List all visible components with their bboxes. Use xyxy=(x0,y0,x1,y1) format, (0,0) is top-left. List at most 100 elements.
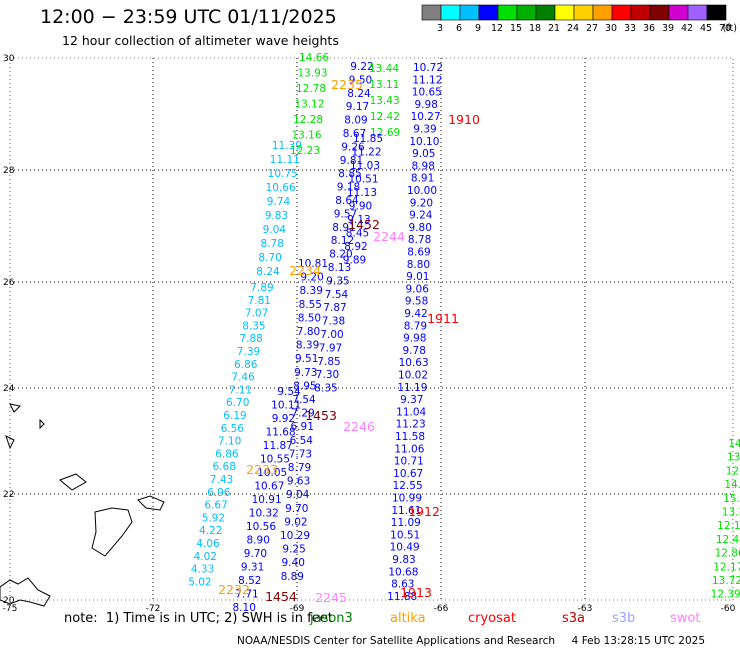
wave-height-value: 13.72 xyxy=(712,575,740,587)
scale-label: 36 xyxy=(643,23,655,34)
scale-label: 12 xyxy=(491,23,503,34)
wave-height-value: 8.35 xyxy=(314,383,337,395)
wave-height-value: 11.22 xyxy=(351,147,381,159)
wave-height-value: 10.32 xyxy=(249,508,279,520)
pass-time-label: 1453 xyxy=(305,408,337,423)
pass-time-label: 1452 xyxy=(348,217,380,232)
color-swatch xyxy=(630,4,651,21)
wave-height-value: 6.67 xyxy=(204,500,227,512)
wave-height-value: 10.51 xyxy=(390,529,420,541)
color-swatch xyxy=(649,4,670,21)
wave-height-value: 7.30 xyxy=(316,369,339,381)
wave-height-value: 6.91 xyxy=(291,421,314,433)
wave-height-value: 13.43 xyxy=(370,95,400,107)
wave-height-value: 8.20 xyxy=(329,249,352,261)
wave-height-value: 11.04 xyxy=(396,406,426,418)
wave-height-value: 4.06 xyxy=(196,538,220,550)
wave-height-value: 8.92 xyxy=(344,241,367,253)
wave-height-value: 10.02 xyxy=(398,370,428,382)
scale-label: 30 xyxy=(605,23,617,34)
wave-height-value: 9.20 xyxy=(410,197,433,209)
wave-height-value: 8.98 xyxy=(412,160,435,172)
longitude-label: -66 xyxy=(434,604,449,614)
wave-height-value: 14.6 xyxy=(724,479,740,491)
wave-height-value: 10.27 xyxy=(411,111,441,123)
pass-time-label: 1912 xyxy=(408,504,440,519)
wave-height-value: 8.69 xyxy=(407,247,430,259)
scale-label: 21 xyxy=(548,23,560,34)
puerto-rico-outline xyxy=(91,507,133,557)
wave-height-value: 12.28 xyxy=(293,114,323,126)
wave-height-value: 8.39 xyxy=(296,340,319,352)
wave-height-value: 8.95 xyxy=(293,380,316,392)
wave-height-value: 9.02 xyxy=(284,516,307,528)
wave-height-value: 10.91 xyxy=(252,494,282,506)
wave-height-value: 10.51 xyxy=(348,174,378,186)
wave-height-value: 7.11 xyxy=(229,384,252,396)
wave-height-value: 8.10 xyxy=(233,602,256,614)
chart-title: 12:00 − 23:59 UTC 01/11/2025 xyxy=(40,6,337,28)
color-swatch xyxy=(459,4,480,21)
wave-height-value: 8.70 xyxy=(258,252,281,264)
wave-height-value: 10.99 xyxy=(392,493,422,505)
wave-height-value: 7.88 xyxy=(240,333,263,345)
wave-height-value: 11.39 xyxy=(272,140,302,152)
scale-label: 6 xyxy=(456,23,462,34)
wave-height-value: 9.22 xyxy=(350,61,373,73)
satellite-cryosat: cryosat xyxy=(468,611,516,626)
wave-height-value: 9.35 xyxy=(326,275,349,287)
wave-height-value: 8.13 xyxy=(328,262,351,274)
wave-height-value: 9.31 xyxy=(241,562,264,574)
wave-height-value: 10.00 xyxy=(407,185,437,197)
color-swatch xyxy=(668,4,689,21)
wave-height-value: 9.54 xyxy=(277,386,301,398)
satellite-s3a: s3a xyxy=(562,611,586,626)
wave-height-value: 8.12 xyxy=(331,235,354,247)
wave-height-value: 13.3 xyxy=(722,507,740,519)
map-grid: -75 -72 -69 -66 -63 -60 30 28 26 24 22 20 xyxy=(3,54,736,614)
wave-height-value: 9.06 xyxy=(406,283,430,295)
satellite-s3b: s3b xyxy=(612,611,636,626)
wave-height-value: 9.17 xyxy=(346,101,369,113)
wave-height-value: 10.63 xyxy=(399,357,429,369)
wave-height-value: 9.05 xyxy=(412,148,435,160)
wave-height-value: 9.57 xyxy=(334,208,357,220)
wave-height-value: 9.98 xyxy=(403,333,426,345)
color-scale-bar: 3 6 9 12 15 18 21 24 27 30 33 36 39 42 45 70(ft) xyxy=(421,4,737,34)
wave-height-value: 10.05 xyxy=(257,467,287,479)
wave-height-value: 10.49 xyxy=(390,542,420,554)
wave-height-value: 8.78 xyxy=(261,238,284,250)
scale-label: 39 xyxy=(662,23,674,34)
wave-height-value: 12.55 xyxy=(393,480,423,492)
scale-unit: (ft) xyxy=(723,23,737,34)
wave-height-value: 6.96 xyxy=(207,487,231,499)
wave-height-value: 6.86 xyxy=(234,359,258,371)
pass-time-label: 2244 xyxy=(373,229,405,244)
wave-height-value: 11.23 xyxy=(396,419,426,431)
wave-height-value: 12.0 xyxy=(726,465,740,477)
wave-height-value: 8.24 xyxy=(347,88,371,100)
wave-height-value: 6.86 xyxy=(215,448,239,460)
scale-label: 15 xyxy=(510,23,522,34)
wave-height-value: 12.17 xyxy=(713,561,740,573)
island-outline-1 xyxy=(137,495,165,511)
longitude-label: -75 xyxy=(3,604,18,614)
wave-height-value: 10.65 xyxy=(412,87,442,99)
scale-label: 42 xyxy=(681,23,693,34)
wave-height-value: 9.50 xyxy=(349,74,372,86)
wave-height-value: 8.39 xyxy=(300,285,323,297)
wave-height-value: 9.78 xyxy=(403,345,426,357)
color-swatch xyxy=(573,4,594,21)
wave-height-value: 8.91 xyxy=(332,222,355,234)
pass-time-label: 2234 xyxy=(289,263,321,278)
wave-height-value: 9.81 xyxy=(340,155,363,167)
pass-time-label: 1913 xyxy=(400,585,432,600)
wave-height-value: 11.11 xyxy=(270,154,300,166)
wave-height-value: 10.68 xyxy=(388,566,418,578)
wave-height-value: 10.71 xyxy=(394,456,424,468)
wave-height-value: 9.98 xyxy=(415,99,438,111)
wave-height-value: 10.67 xyxy=(254,481,284,493)
pass-time-label: 2235 xyxy=(331,77,363,92)
color-swatch xyxy=(706,4,727,21)
